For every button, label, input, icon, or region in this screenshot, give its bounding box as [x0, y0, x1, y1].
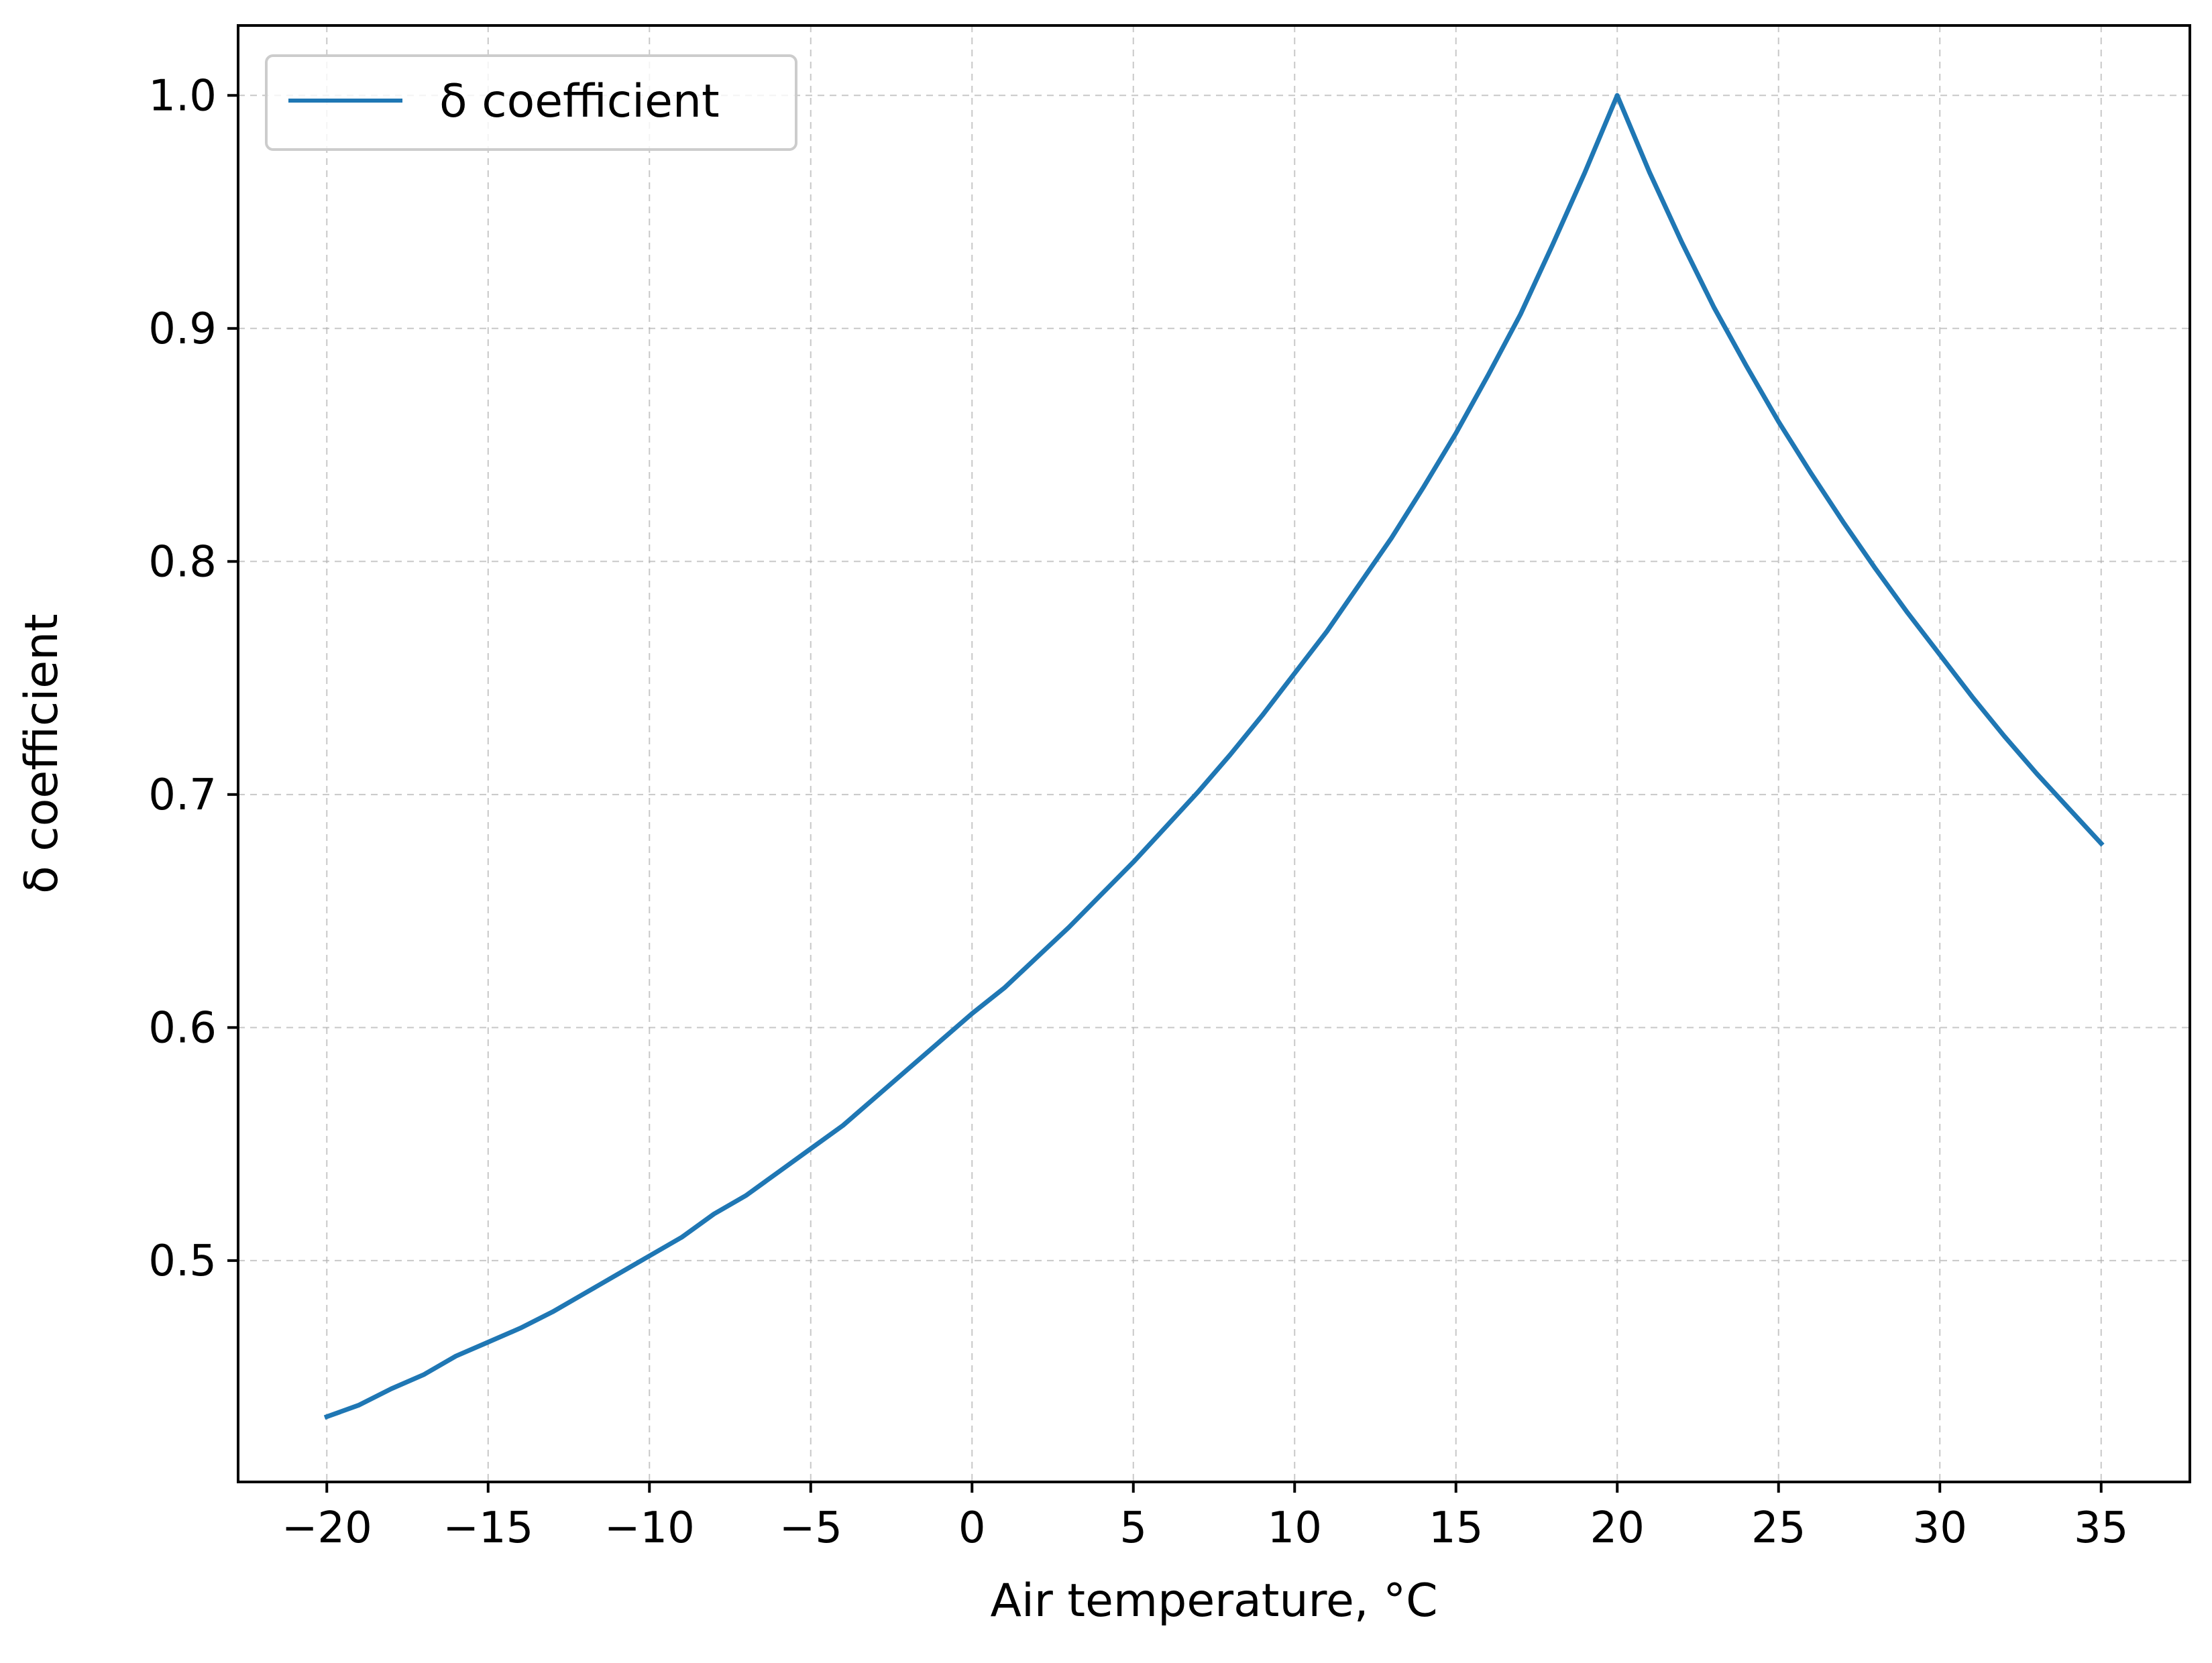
- x-tick-label: 0: [958, 1503, 986, 1553]
- x-tick-label: 35: [2074, 1503, 2128, 1553]
- legend-label: δ coefficient: [439, 75, 720, 128]
- y-tick-label: 1.0: [148, 71, 217, 121]
- x-tick-label: −15: [443, 1503, 533, 1553]
- x-tick-label: −10: [604, 1503, 695, 1553]
- legend-box: [265, 54, 797, 151]
- x-tick-label: −20: [282, 1503, 372, 1553]
- grid: [238, 25, 2190, 1482]
- x-tick-label: 15: [1429, 1503, 1483, 1553]
- y-axis-title: δ coefficient: [15, 614, 68, 894]
- x-tick-label: −5: [779, 1503, 842, 1553]
- y-tick-label: 0.5: [148, 1237, 217, 1286]
- x-tick-label: 30: [1913, 1503, 1967, 1553]
- y-tick-label: 0.7: [148, 770, 217, 820]
- x-axis: −20 −15 −10 −5 0 5 10 15 20 25 30 35: [282, 1482, 2128, 1553]
- plot-frame: [237, 24, 2191, 1483]
- y-tick-label: 0.9: [148, 304, 217, 354]
- y-tick-label: 0.8: [148, 537, 217, 587]
- y-tick-label: 0.6: [148, 1003, 217, 1053]
- x-axis-title: Air temperature, °C: [990, 1574, 1437, 1627]
- series-layer: [323, 93, 2105, 1420]
- y-axis: 0.5 0.6 0.7 0.8 0.9 1.0: [148, 71, 238, 1286]
- x-tick-label: 10: [1268, 1503, 1322, 1553]
- series-line: [323, 93, 2105, 1420]
- x-tick-label: 20: [1590, 1503, 1645, 1553]
- legend[interactable]: δ coefficient: [265, 54, 797, 151]
- x-tick-label: 5: [1119, 1503, 1147, 1553]
- x-tick-label: 25: [1751, 1503, 1806, 1553]
